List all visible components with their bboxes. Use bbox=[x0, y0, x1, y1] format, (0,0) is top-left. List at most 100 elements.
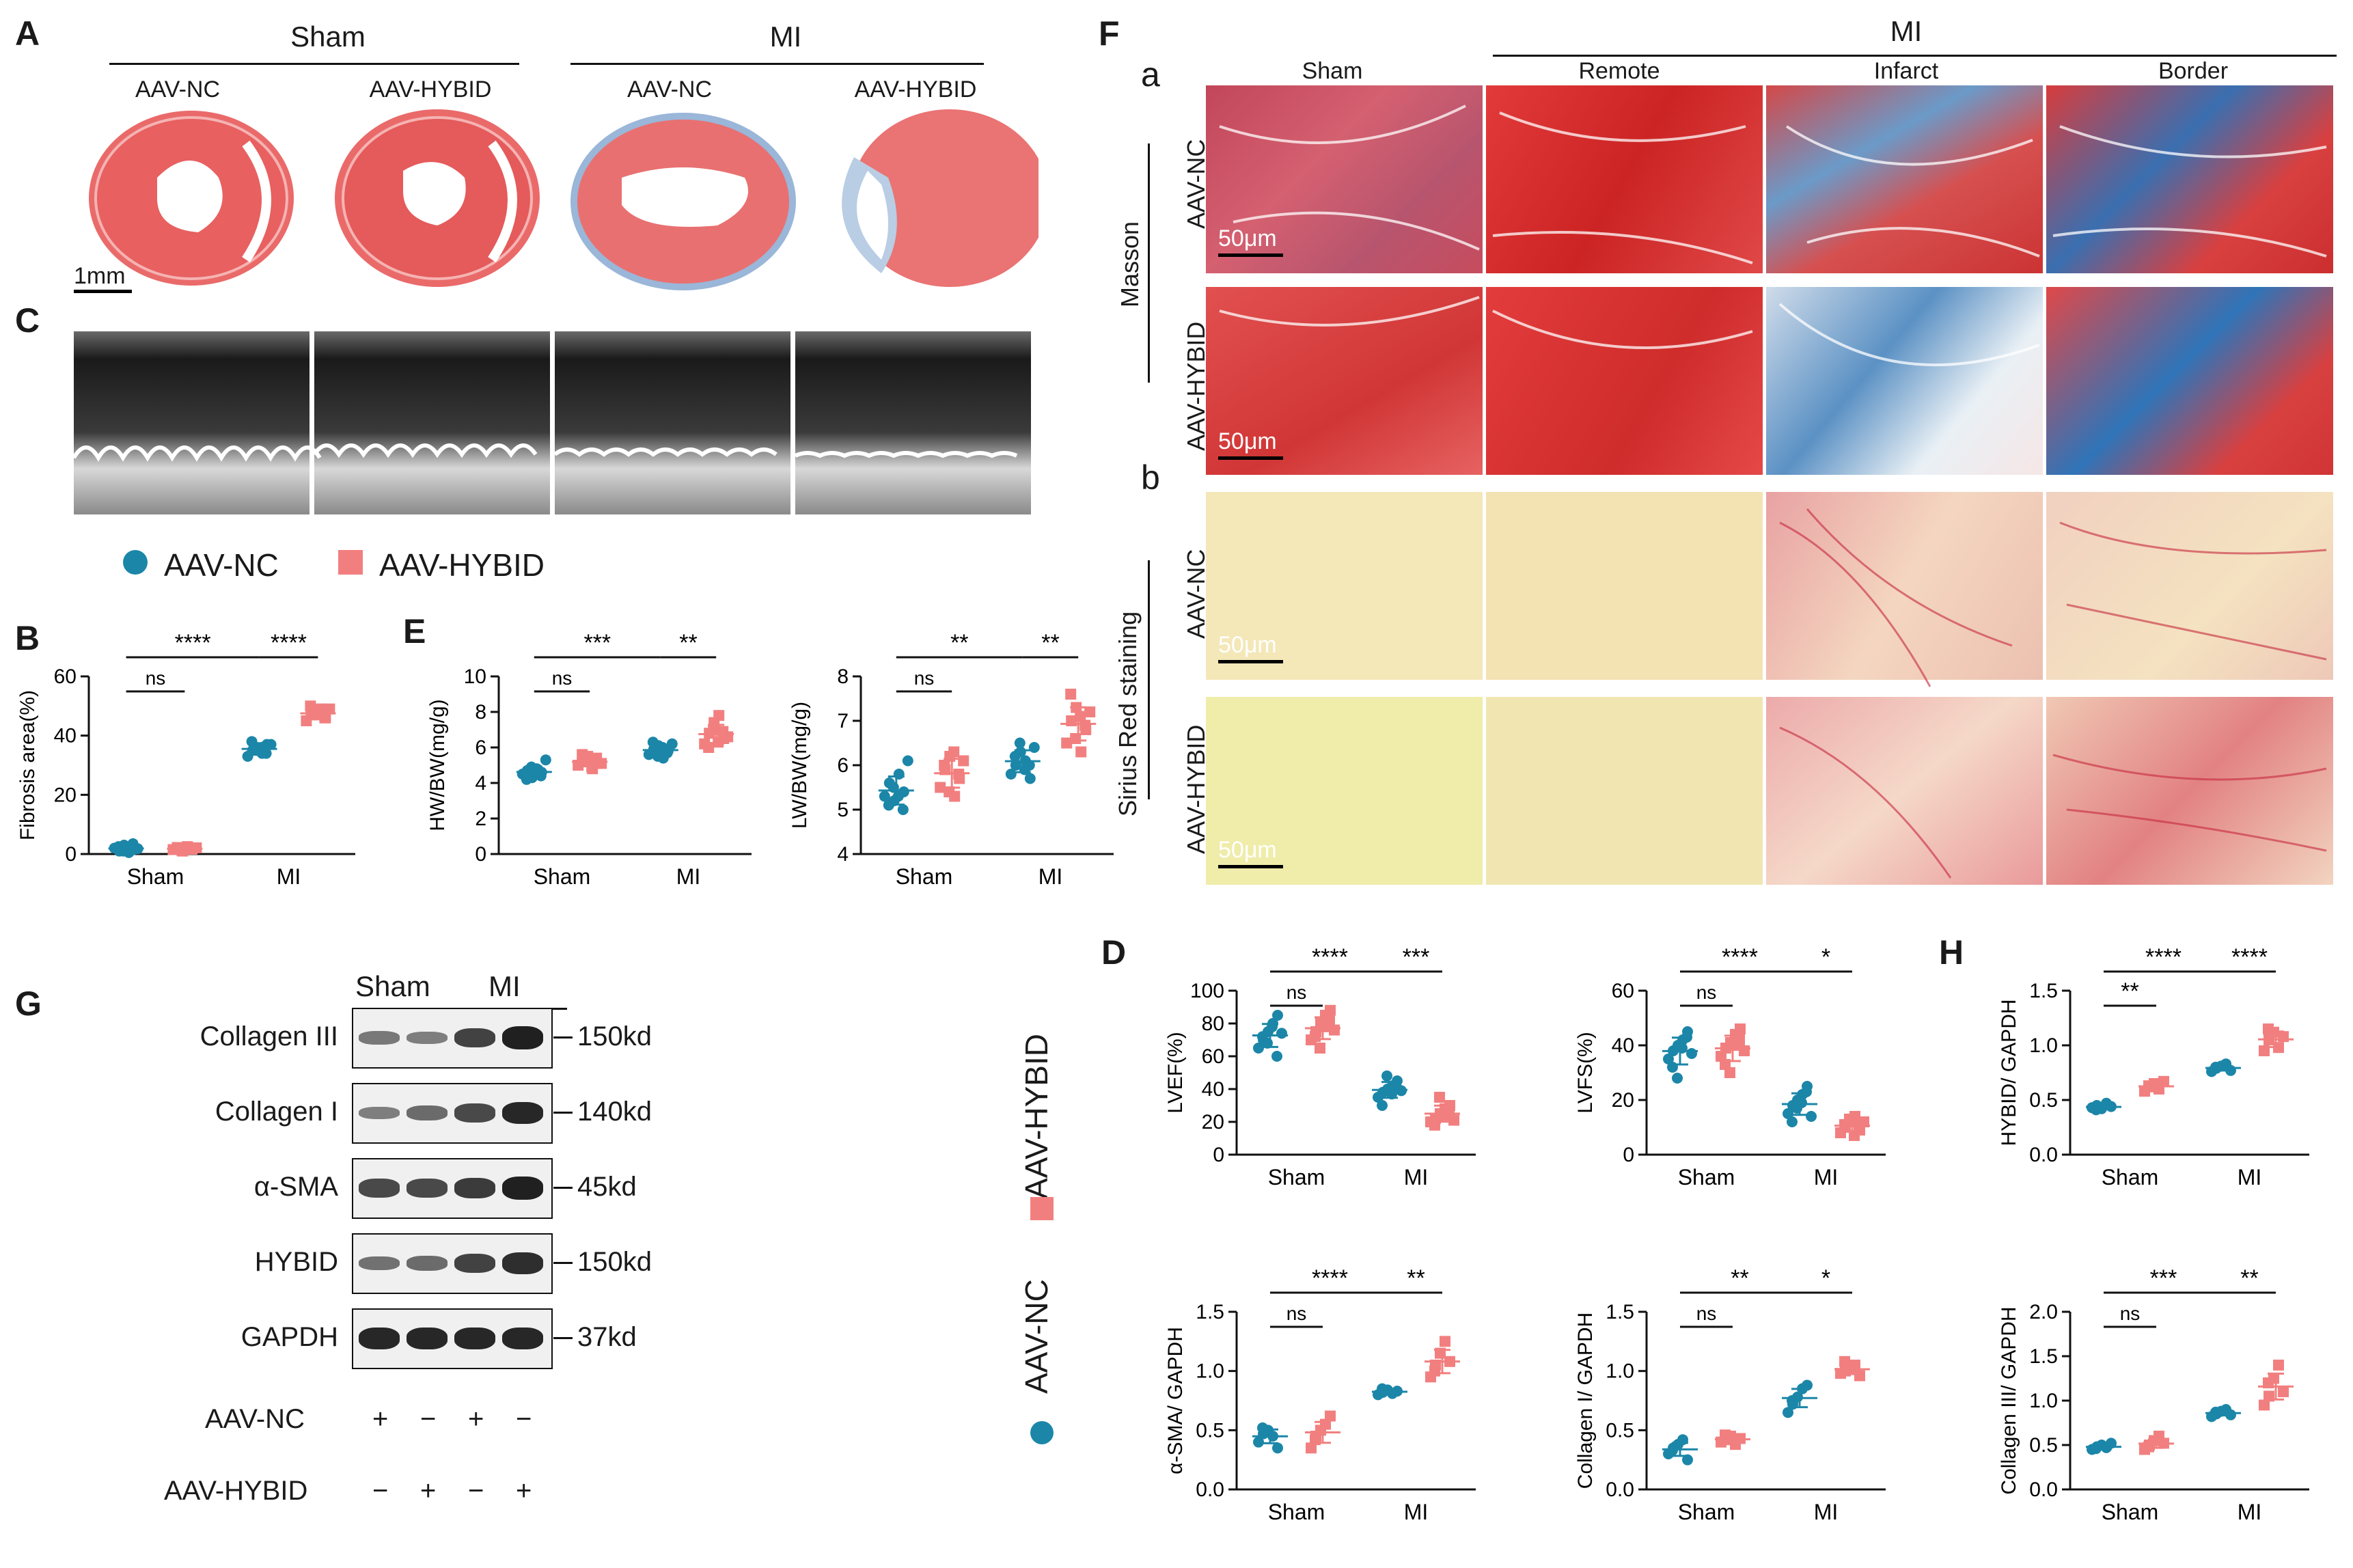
data-point-hybid bbox=[713, 737, 724, 748]
data-point-nc bbox=[535, 770, 547, 782]
data-point-nc bbox=[1257, 1422, 1268, 1433]
masson-nc-remote bbox=[1486, 85, 1763, 273]
blot-band bbox=[359, 1031, 400, 1045]
data-point-nc bbox=[1276, 1028, 1287, 1039]
group-sham-line bbox=[109, 63, 519, 65]
data-point-hybid bbox=[2259, 1399, 2270, 1411]
chart-lvfs: 0 20 40 60 LVFS(%) Sham MI ****ns * bbox=[1574, 944, 1886, 1189]
x-tick-label: Sham bbox=[1678, 1165, 1735, 1189]
panel-g-label: G bbox=[15, 985, 42, 1023]
sig-label: ns bbox=[914, 668, 935, 689]
x-tick-label: MI bbox=[1404, 1165, 1429, 1189]
data-point-hybid bbox=[1310, 1031, 1321, 1043]
blot-row-label: Collagen III bbox=[199, 1021, 338, 1051]
data-point-hybid bbox=[944, 786, 955, 797]
blot-sign: + bbox=[516, 1476, 532, 1506]
data-point-hybid bbox=[596, 758, 607, 769]
col-a-hybid-2: AAV-HYBID bbox=[854, 77, 977, 102]
panel-b-label: B bbox=[15, 619, 40, 657]
data-point-nc bbox=[1686, 1048, 1697, 1059]
blot-row-hybid-label: AAV-HYBID bbox=[164, 1476, 308, 1506]
legend-nc-marker bbox=[123, 550, 148, 575]
blot-membrane bbox=[352, 1308, 553, 1369]
scale-1mm: 1mm bbox=[74, 263, 132, 293]
y-axis-label: Collagen III/ GAPDH bbox=[1998, 1306, 2020, 1494]
scale-50um-2: 50μm bbox=[1218, 428, 1283, 460]
data-point-nc bbox=[1796, 1097, 1807, 1108]
blot-sign: + bbox=[468, 1404, 484, 1434]
sig-label: **** bbox=[271, 630, 307, 656]
blot-band bbox=[359, 1256, 400, 1271]
data-point-nc bbox=[1014, 737, 1026, 749]
x-tick-label: MI bbox=[2238, 1500, 2262, 1524]
y-tick-label: 40 bbox=[1202, 1078, 1224, 1101]
vertical-legend-nc-marker bbox=[1030, 1421, 1054, 1444]
sig-label: ns bbox=[146, 668, 166, 689]
sig-label: ns bbox=[552, 668, 573, 689]
y-tick-label: 60 bbox=[54, 665, 77, 688]
blot-band bbox=[502, 1327, 543, 1350]
col-f-sham: Sham bbox=[1302, 58, 1363, 84]
data-point-hybid bbox=[948, 746, 960, 758]
data-point-hybid bbox=[1440, 1336, 1450, 1347]
blot-band bbox=[407, 1256, 448, 1271]
data-point-hybid bbox=[1429, 1365, 1440, 1377]
x-tick-label: Sham bbox=[1268, 1165, 1325, 1189]
group-mi-line bbox=[570, 63, 984, 65]
blot-row-label: α-SMA bbox=[253, 1172, 338, 1202]
data-point-hybid bbox=[703, 742, 715, 753]
y-tick-label: 0.5 bbox=[2029, 1434, 2058, 1457]
y-tick-label: 20 bbox=[1202, 1111, 1224, 1133]
data-point-hybid bbox=[1724, 1067, 1735, 1078]
data-point-nc bbox=[1253, 1436, 1264, 1448]
masson-nc-border bbox=[2046, 85, 2333, 273]
sig-label: *** bbox=[2150, 1265, 2177, 1291]
y-axis-label: LVFS(%) bbox=[1574, 1032, 1597, 1113]
x-tick-label: Sham bbox=[1678, 1500, 1735, 1524]
data-point-hybid bbox=[1084, 706, 1096, 717]
data-point-hybid bbox=[2278, 1386, 2289, 1397]
blot-kd-label: 45kd bbox=[577, 1172, 637, 1202]
blot-band bbox=[359, 1327, 400, 1350]
data-point-hybid bbox=[1079, 719, 1091, 731]
blot-band bbox=[407, 1031, 448, 1045]
y-tick-label: 0.0 bbox=[2029, 1478, 2058, 1501]
data-point-nc bbox=[892, 790, 904, 802]
y-tick-label: 0.5 bbox=[2029, 1089, 2058, 1112]
heart-mi-hybid bbox=[842, 109, 1038, 287]
data-point-hybid bbox=[1315, 1043, 1325, 1054]
col-a-nc-1: AAV-NC bbox=[135, 77, 221, 102]
group-sham-title: Sham bbox=[290, 20, 366, 53]
data-point-hybid bbox=[1735, 1023, 1746, 1034]
y-tick-label: 10 bbox=[464, 665, 486, 688]
col-f-infarct: Infarct bbox=[1873, 58, 1939, 84]
echo-waves bbox=[74, 331, 1031, 514]
sig-label: *** bbox=[1403, 944, 1430, 970]
blot-band bbox=[407, 1105, 448, 1120]
col-a-nc-2: AAV-NC bbox=[627, 77, 713, 102]
blot-header-sham: Sham bbox=[355, 970, 430, 1002]
data-point-nc bbox=[1024, 773, 1036, 784]
sig-label: **** bbox=[1312, 944, 1348, 970]
sig-label: *** bbox=[583, 630, 611, 656]
data-point-nc bbox=[521, 773, 532, 785]
legend-nc-label: AAV-NC bbox=[164, 547, 279, 583]
panel-a-label: A bbox=[15, 14, 40, 53]
panel-d-label: D bbox=[1101, 933, 1127, 972]
panel-f-mi-line bbox=[1493, 55, 2337, 57]
blot-kd-label: 150kd bbox=[577, 1247, 652, 1277]
blot-band bbox=[454, 1253, 495, 1274]
chart-asma-gapdh: 0.0 0.5 1.0 1.5 α-SMA/ GAPDH Sham MI ****ns ** bbox=[1164, 1265, 1476, 1524]
blot-band bbox=[502, 1252, 543, 1274]
blot-kd-label: 150kd bbox=[577, 1021, 652, 1051]
data-point-hybid bbox=[1325, 1004, 1336, 1016]
y-tick-label: 8 bbox=[475, 701, 486, 724]
data-point-nc bbox=[1787, 1116, 1798, 1127]
col-a-hybid-1: AAV-HYBID bbox=[369, 77, 492, 102]
sig-label: ns bbox=[1696, 982, 1717, 1003]
y-tick-label: 6 bbox=[837, 754, 849, 777]
scale-50um-4: 50μm bbox=[1218, 837, 1283, 868]
x-tick-label: MI bbox=[1814, 1165, 1839, 1189]
masson-bracket bbox=[1148, 143, 1150, 383]
